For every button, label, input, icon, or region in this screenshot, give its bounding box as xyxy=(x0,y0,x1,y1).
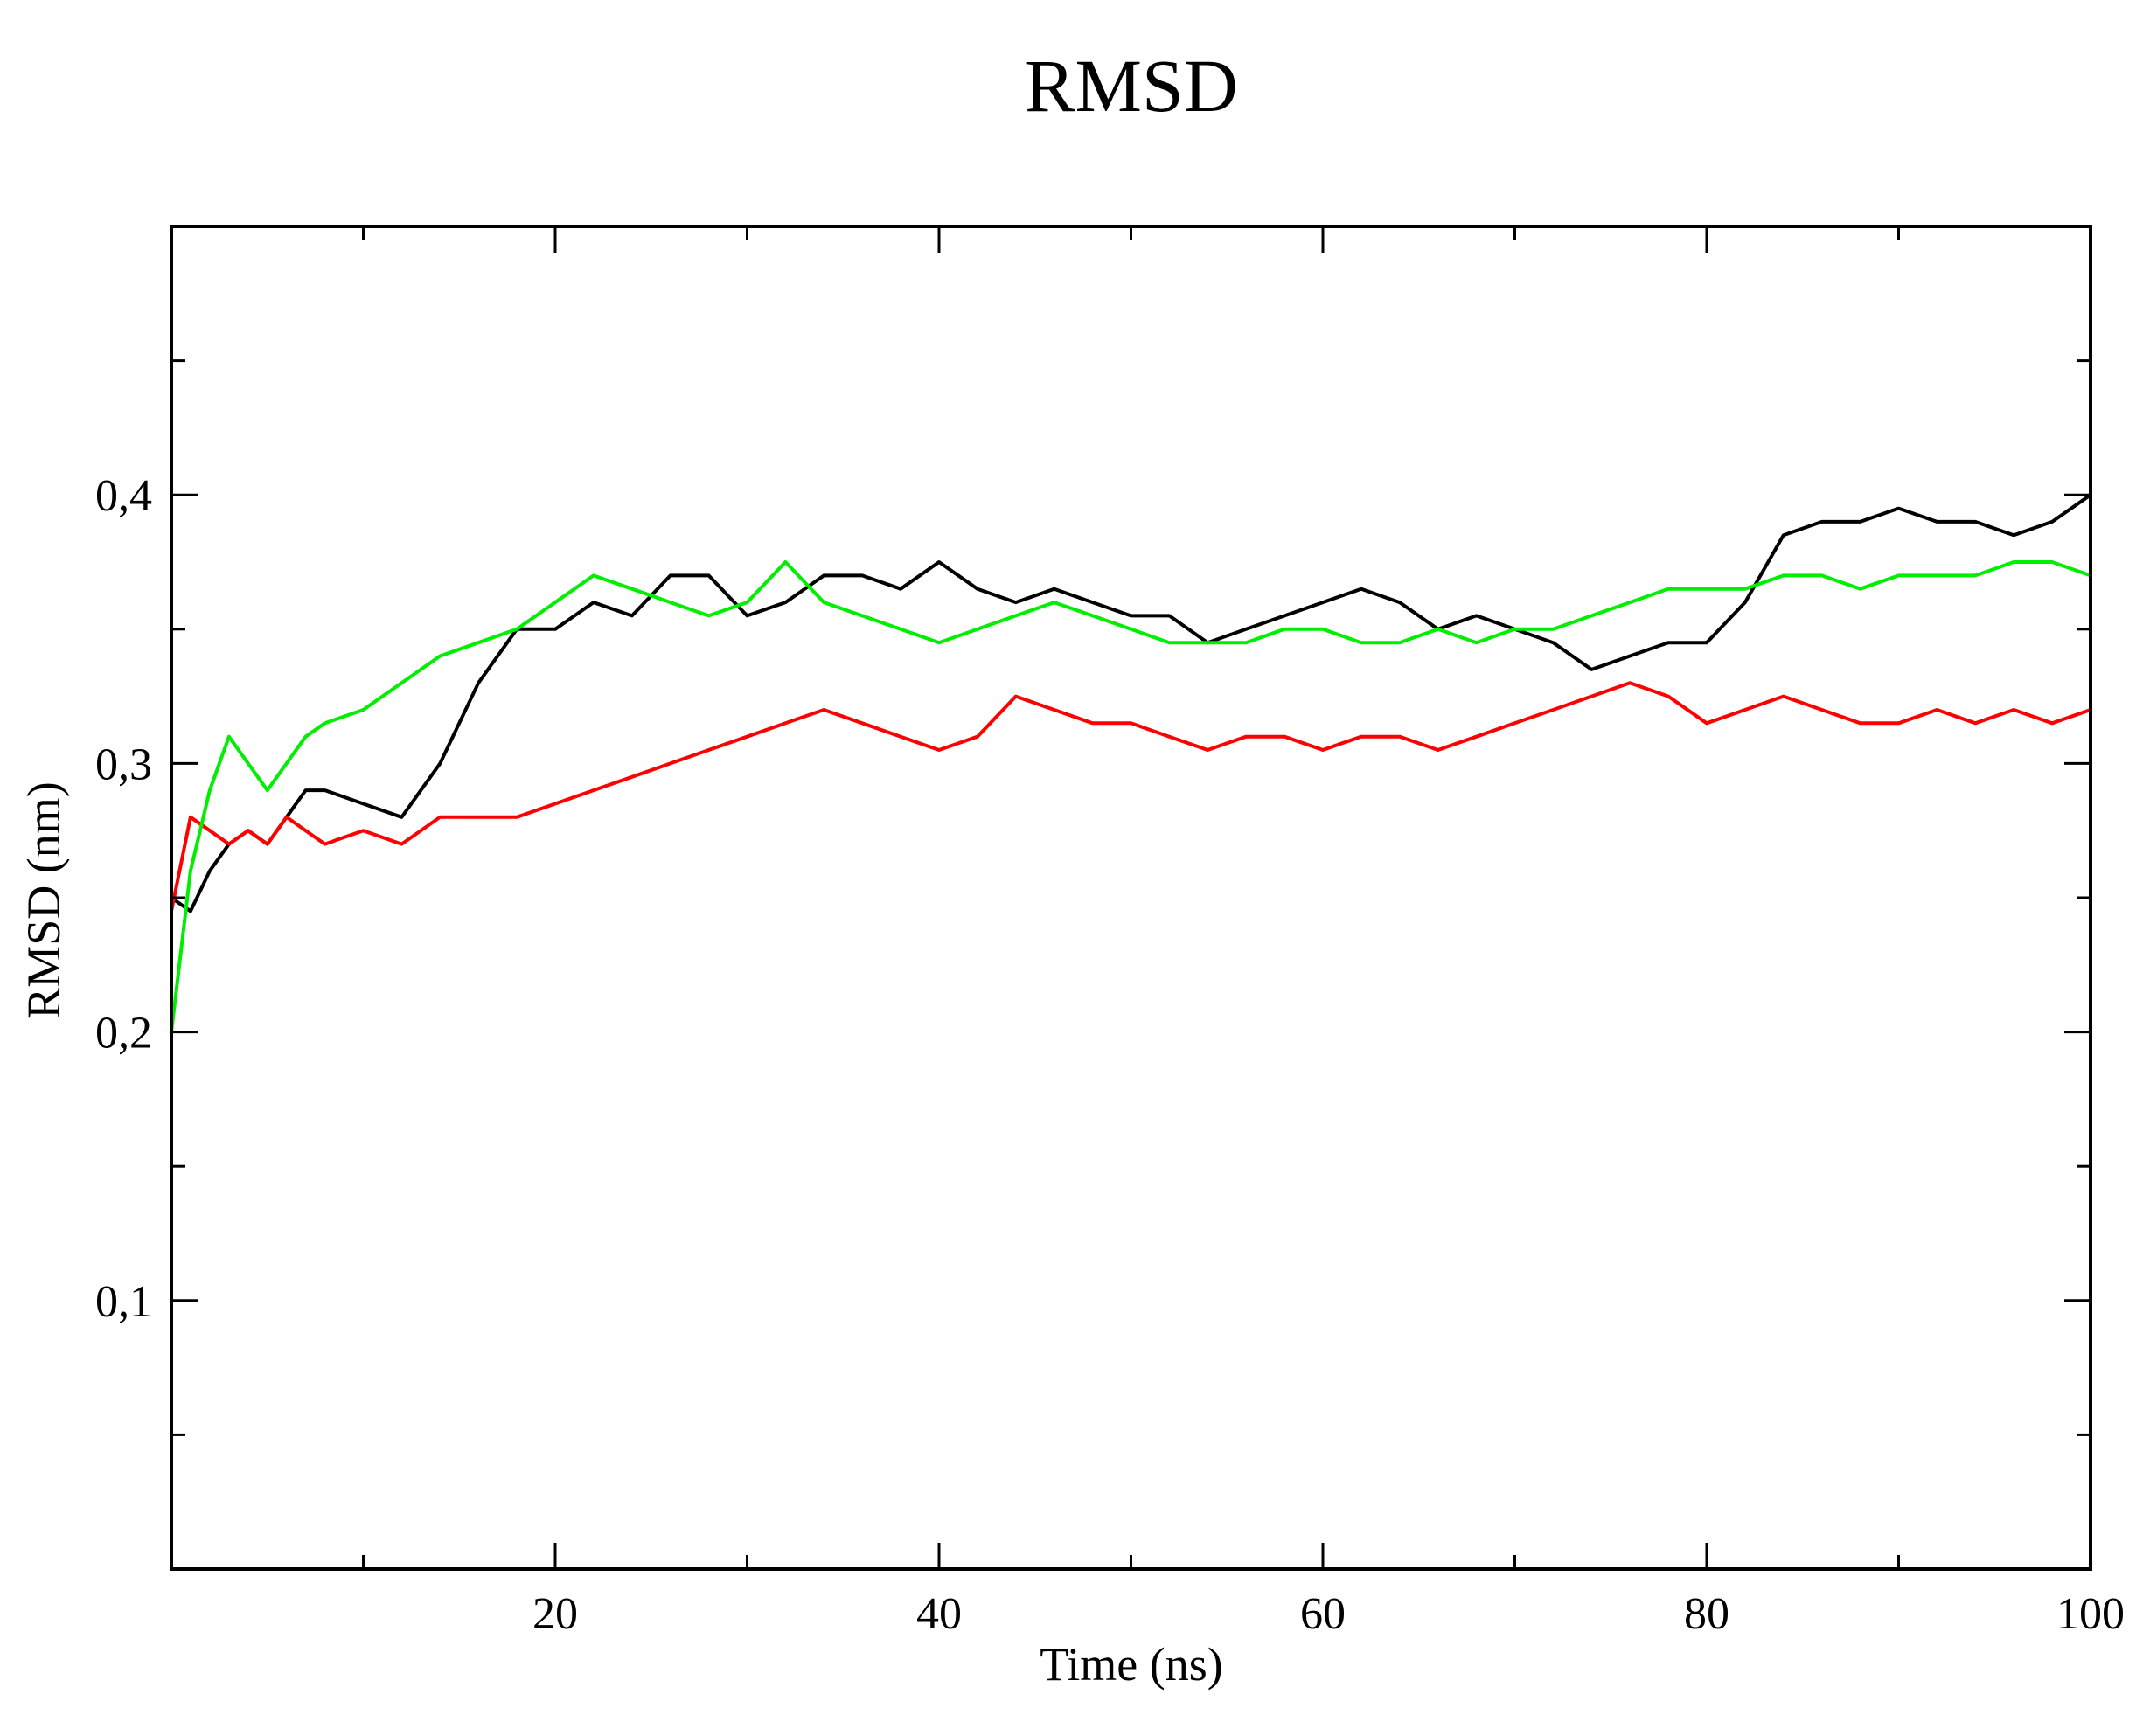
y-tick-label: 0,1 xyxy=(95,1277,152,1327)
x-tick-label: 40 xyxy=(916,1589,962,1639)
y-tick-label: 0,3 xyxy=(95,740,152,789)
series-layer xyxy=(170,493,2092,1032)
series-line-3 xyxy=(170,560,2091,1032)
x-axis-label: Time (ns) xyxy=(1040,1638,1223,1691)
plot-frame xyxy=(170,225,2092,1571)
chart-title: RMSD xyxy=(1025,44,1238,128)
x-tick-label: 20 xyxy=(532,1589,578,1639)
y-tick-label: 0,2 xyxy=(95,1009,152,1059)
y-axis-label: RMSD (nm) xyxy=(17,781,70,1019)
x-tick-label: 100 xyxy=(2056,1589,2125,1639)
x-tick-label: 80 xyxy=(1684,1589,1729,1639)
y-tick-label: 0,4 xyxy=(95,471,152,521)
tick-layer: 20 40 60 80 100 0,1 0,2 0,3 0,4 xyxy=(95,226,2125,1639)
series-line-1 xyxy=(170,493,2092,913)
x-tick-label: 60 xyxy=(1300,1589,1346,1639)
series-line-2 xyxy=(170,681,2091,912)
